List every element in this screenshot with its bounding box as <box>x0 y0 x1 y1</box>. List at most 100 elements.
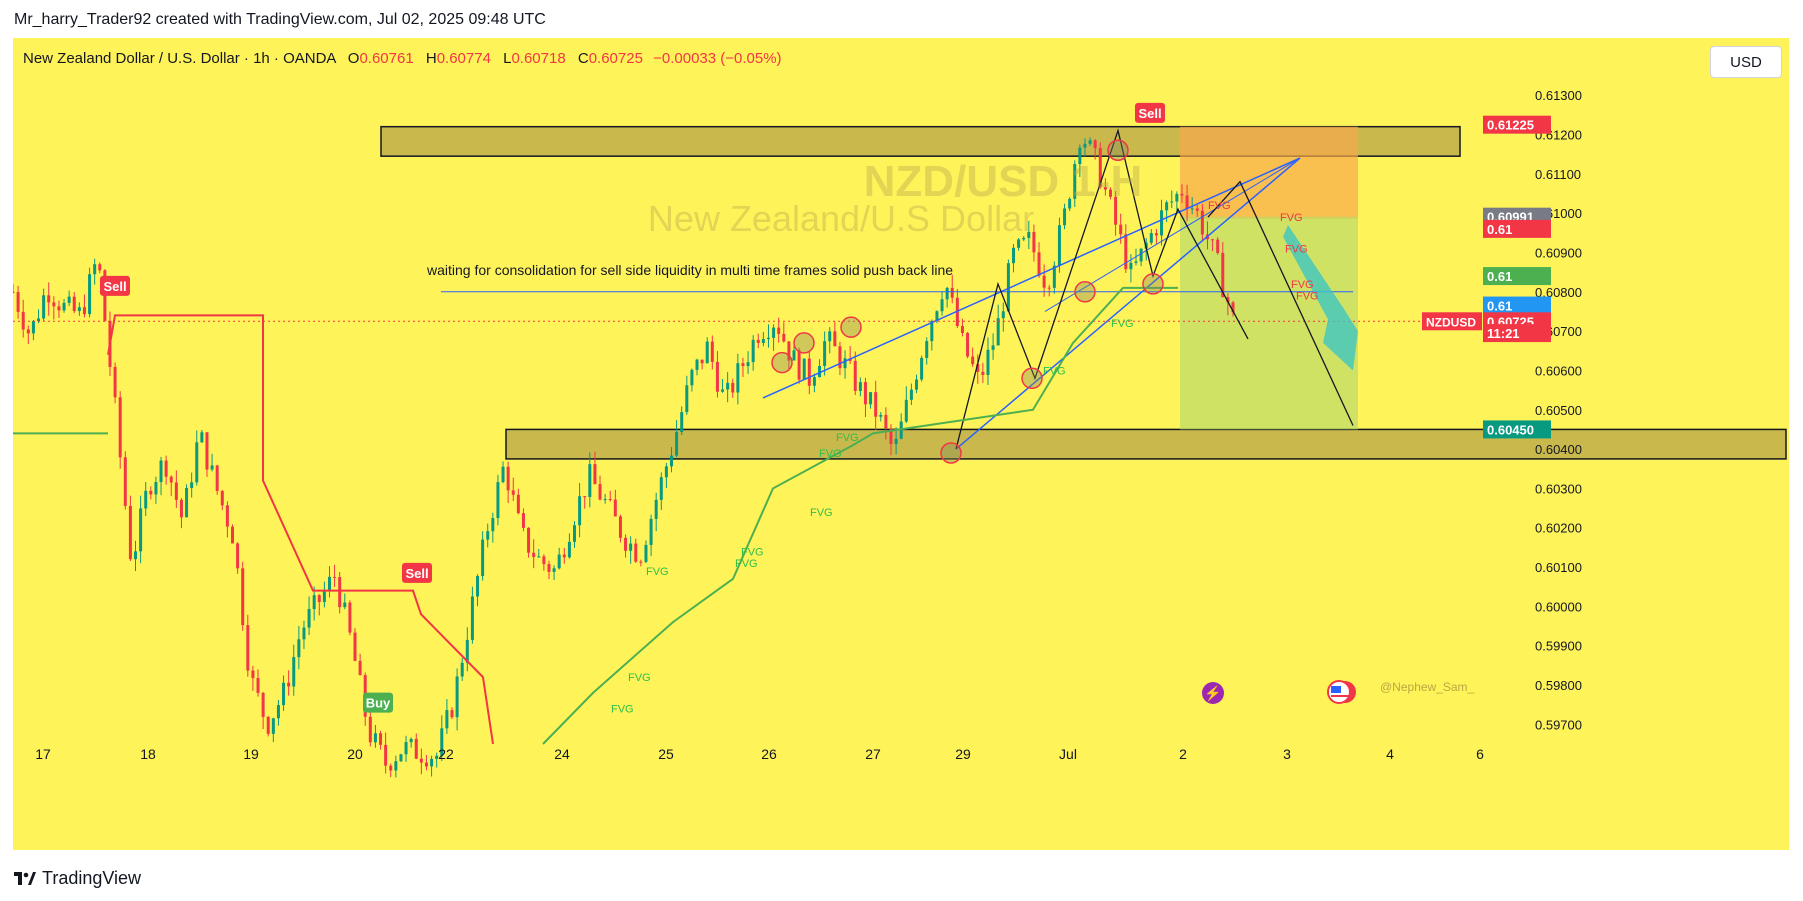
candle[interactable] <box>1052 265 1056 288</box>
candle[interactable] <box>1083 143 1087 148</box>
candle[interactable] <box>756 339 760 343</box>
candle[interactable] <box>802 358 806 380</box>
candle[interactable] <box>772 327 776 338</box>
candle[interactable] <box>925 341 929 358</box>
candle[interactable] <box>940 299 944 312</box>
candle[interactable] <box>766 337 770 340</box>
swing-point-marker[interactable] <box>771 351 793 374</box>
candle[interactable] <box>695 359 699 370</box>
candle[interactable] <box>680 412 684 433</box>
candle[interactable] <box>1022 237 1026 240</box>
swing-point-marker[interactable] <box>1107 139 1129 161</box>
swing-point-marker[interactable] <box>940 442 962 464</box>
candle[interactable] <box>368 716 372 743</box>
price-tag[interactable] <box>1483 324 1551 343</box>
signal-badge-buy[interactable] <box>363 692 393 713</box>
candle[interactable] <box>971 356 975 365</box>
candle[interactable] <box>373 733 377 743</box>
candle[interactable] <box>894 438 898 445</box>
candle[interactable] <box>236 543 240 569</box>
candle[interactable] <box>715 361 719 392</box>
candle[interactable] <box>654 499 658 519</box>
candle[interactable] <box>491 518 495 532</box>
candle[interactable] <box>1226 297 1230 303</box>
candle[interactable] <box>1037 252 1041 276</box>
price-tag[interactable] <box>1483 267 1551 286</box>
candle[interactable] <box>31 321 35 334</box>
candle[interactable] <box>93 264 97 275</box>
candle[interactable] <box>787 341 791 361</box>
candle[interactable] <box>542 556 546 565</box>
candle[interactable] <box>884 414 888 429</box>
candle[interactable] <box>685 385 689 413</box>
candle[interactable] <box>593 464 597 485</box>
candle[interactable] <box>1200 210 1204 235</box>
candle[interactable] <box>123 457 127 506</box>
candle[interactable] <box>537 556 541 558</box>
candle[interactable] <box>404 742 408 755</box>
swing-point-marker[interactable] <box>793 332 815 354</box>
candle[interactable] <box>818 365 822 378</box>
candle[interactable] <box>215 465 219 491</box>
candle[interactable] <box>516 494 520 514</box>
candle[interactable] <box>639 561 643 563</box>
candle[interactable] <box>874 392 878 417</box>
candle[interactable] <box>77 307 81 312</box>
candle[interactable] <box>1001 311 1005 319</box>
candle[interactable] <box>195 442 199 483</box>
candle[interactable] <box>700 359 704 364</box>
candle[interactable] <box>144 490 148 509</box>
candle[interactable] <box>1027 231 1031 238</box>
candle[interactable] <box>414 738 418 759</box>
candle[interactable] <box>1190 208 1194 210</box>
candle[interactable] <box>1063 208 1067 226</box>
signal-badge-sell[interactable] <box>1135 102 1165 123</box>
candle[interactable] <box>1088 140 1092 144</box>
candle[interactable] <box>521 513 525 528</box>
candle[interactable] <box>266 716 270 734</box>
candle[interactable] <box>858 382 862 391</box>
swing-point-marker[interactable] <box>840 316 862 338</box>
candle[interactable] <box>394 761 398 771</box>
candle[interactable] <box>13 291 15 293</box>
candle[interactable] <box>113 366 117 398</box>
candle[interactable] <box>573 525 577 542</box>
candle[interactable] <box>174 482 178 500</box>
candle[interactable] <box>812 377 816 386</box>
candle[interactable] <box>511 490 515 495</box>
candle[interactable] <box>1108 189 1112 197</box>
candle[interactable] <box>220 490 224 506</box>
candle[interactable] <box>57 306 61 311</box>
candle[interactable] <box>705 341 709 364</box>
candle[interactable] <box>792 350 796 361</box>
candle[interactable] <box>915 379 919 390</box>
candle[interactable] <box>435 755 439 759</box>
candle[interactable] <box>675 432 679 456</box>
candle[interactable] <box>37 318 41 322</box>
candle[interactable] <box>327 576 331 591</box>
candle[interactable] <box>613 499 617 517</box>
candle[interactable] <box>98 264 102 271</box>
swing-point-marker[interactable] <box>1021 367 1043 390</box>
candle[interactable] <box>935 311 939 321</box>
candle[interactable] <box>797 350 801 380</box>
candle[interactable] <box>179 499 183 518</box>
candle[interactable] <box>843 358 847 369</box>
channel-mid-line[interactable] <box>1044 157 1301 312</box>
candle[interactable] <box>1124 234 1128 270</box>
candle[interactable] <box>200 432 204 443</box>
candle[interactable] <box>669 455 673 467</box>
candle[interactable] <box>1119 224 1123 235</box>
candle[interactable] <box>823 341 827 366</box>
candle[interactable] <box>664 466 668 478</box>
candle[interactable] <box>16 292 20 312</box>
candle[interactable] <box>307 609 311 628</box>
candle[interactable] <box>966 332 970 357</box>
candle[interactable] <box>460 662 464 677</box>
candle[interactable] <box>1160 210 1164 236</box>
candle[interactable] <box>246 625 250 671</box>
candle[interactable] <box>833 331 837 347</box>
candle[interactable] <box>889 428 893 445</box>
candle[interactable] <box>1103 187 1107 190</box>
candle[interactable] <box>297 639 301 658</box>
